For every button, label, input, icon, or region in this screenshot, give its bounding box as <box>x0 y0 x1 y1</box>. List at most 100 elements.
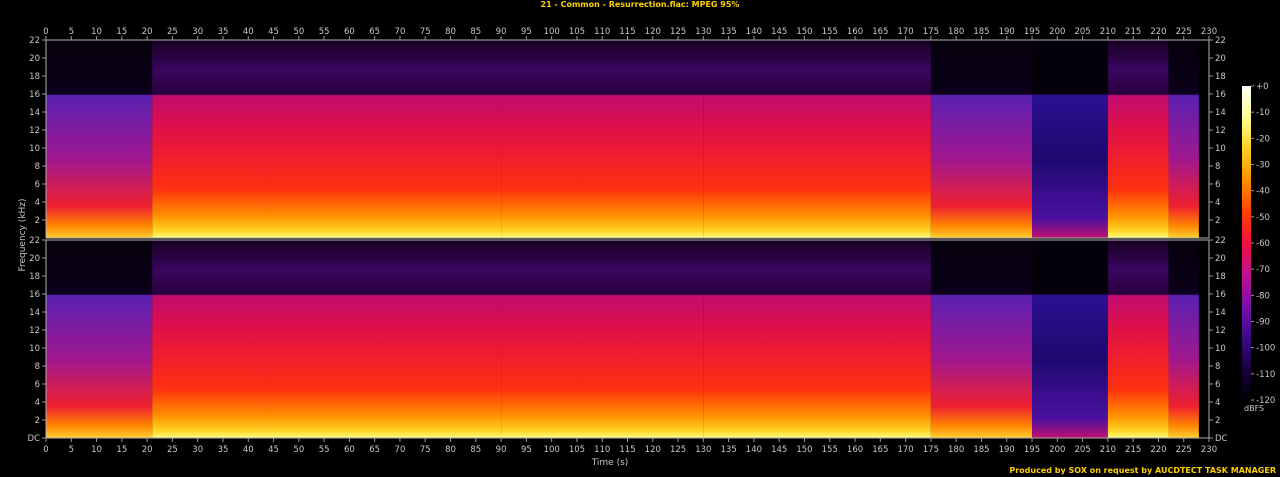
x-tick-label: 0 <box>43 27 48 37</box>
x-tick-label: 15 <box>116 27 127 37</box>
x-tick-label: 115 <box>619 27 635 37</box>
x-tick-label: 30 <box>192 27 203 37</box>
top-channel-segment-8 <box>1107 40 1169 238</box>
x-tick-label: 170 <box>897 27 913 37</box>
x-tick-label: 20 <box>142 27 153 37</box>
top-channel-segment-7 <box>1032 40 1108 238</box>
y-tick-label: 18 <box>1215 272 1226 282</box>
x-tick-label: 20 <box>142 445 153 455</box>
x-tick-label: 115 <box>619 445 635 455</box>
x-tick-label: 75 <box>420 27 431 37</box>
x-tick-label: 10 <box>91 27 102 37</box>
x-tick-label: 70 <box>395 27 406 37</box>
y-tick-label: 12 <box>1215 126 1226 136</box>
x-tick-label: 95 <box>521 445 532 455</box>
y-tick-label: 8 <box>1215 362 1220 372</box>
x-tick-label: 105 <box>569 445 585 455</box>
x-tick-label: 230 <box>1201 445 1217 455</box>
x-tick-label: 215 <box>1125 27 1141 37</box>
y-tick-label: 14 <box>29 108 40 118</box>
x-tick-label: 225 <box>1176 445 1192 455</box>
x-tick-label: 170 <box>897 445 913 455</box>
x-tick-label: 210 <box>1100 27 1116 37</box>
x-axis-label: Time (s) <box>591 458 629 468</box>
y-tick-label: 8 <box>1215 162 1220 172</box>
y-tick-label: 4 <box>35 198 40 208</box>
x-tick-label: 200 <box>1049 445 1065 455</box>
y-tick-label: 8 <box>35 162 40 172</box>
colorbar-tick-label: -30 <box>1256 161 1270 171</box>
y-tick-label: 16 <box>29 290 40 300</box>
y-tick-label: 14 <box>1215 108 1226 118</box>
y-tick-label: 4 <box>1215 198 1220 208</box>
top-channel-segment-9 <box>1168 40 1199 238</box>
x-tick-label: 40 <box>243 27 254 37</box>
y-tick-label: 6 <box>35 380 40 390</box>
top-channel-segment-1 <box>152 40 269 238</box>
x-tick-label: 5 <box>69 27 74 37</box>
x-tick-label: 45 <box>268 445 279 455</box>
x-tick-label: 150 <box>796 445 812 455</box>
x-tick-label: 65 <box>369 445 380 455</box>
y-tick-label: 22 <box>1215 36 1226 46</box>
x-tick-label: 135 <box>721 27 737 37</box>
x-tick-label: 55 <box>319 27 330 37</box>
x-tick-label: 140 <box>746 27 762 37</box>
colorbar-unit-label: dBFS <box>1244 404 1265 413</box>
y-tick-label: 18 <box>29 72 40 82</box>
x-tick-label: 70 <box>395 445 406 455</box>
top-channel-segment-2 <box>268 40 502 238</box>
x-tick-label: 80 <box>445 27 456 37</box>
x-tick-label: 110 <box>594 445 610 455</box>
x-tick-label: 155 <box>822 27 838 37</box>
y-tick-label: 20 <box>1215 254 1226 264</box>
x-tick-label: 210 <box>1100 445 1116 455</box>
x-tick-label: 10 <box>91 445 102 455</box>
x-tick-label: 35 <box>218 445 229 455</box>
x-tick-label: 150 <box>796 27 812 37</box>
x-tick-label: 145 <box>771 445 787 455</box>
bottom-channel-segment-8 <box>1107 240 1169 438</box>
y-tick-label: 6 <box>35 180 40 190</box>
colorbar-tick-label: -50 <box>1256 213 1270 223</box>
y-tick-label: 4 <box>1215 398 1220 408</box>
x-tick-label: 155 <box>822 445 838 455</box>
x-tick-label: 5 <box>69 445 74 455</box>
colorbar-tick-label: -20 <box>1256 134 1270 144</box>
x-tick-label: 205 <box>1074 27 1090 37</box>
colorbar-tick-label: -60 <box>1256 239 1270 249</box>
x-tick-label: 120 <box>645 445 661 455</box>
x-tick-label: 0 <box>43 445 48 455</box>
y-tick-label: 22 <box>29 36 40 46</box>
x-tick-label: 120 <box>645 27 661 37</box>
y-tick-label: 22 <box>29 236 40 246</box>
x-tick-label: 125 <box>670 27 686 37</box>
x-tick-label: 205 <box>1074 445 1090 455</box>
x-tick-label: 180 <box>948 27 964 37</box>
y-tick-label: 6 <box>1215 180 1220 190</box>
colorbar-tick-label: -90 <box>1256 318 1270 328</box>
y-tick-label: 12 <box>1215 326 1226 336</box>
y-tick-label: 20 <box>29 254 40 264</box>
x-tick-label: 45 <box>268 27 279 37</box>
x-tick-label: 40 <box>243 445 254 455</box>
y-tick-label: 10 <box>29 144 40 154</box>
x-tick-label: 215 <box>1125 445 1141 455</box>
y-tick-label: 18 <box>1215 72 1226 82</box>
x-tick-label: 85 <box>470 445 481 455</box>
y-tick-label: 12 <box>29 326 40 336</box>
x-tick-label: 145 <box>771 27 787 37</box>
top-channel-segment-3 <box>501 40 582 238</box>
x-tick-label: 105 <box>569 27 585 37</box>
bottom-channel-segment-0 <box>46 240 153 438</box>
x-tick-label: 55 <box>319 445 330 455</box>
colorbar-tick-label: -70 <box>1256 265 1270 275</box>
y-tick-label: 10 <box>29 344 40 354</box>
x-tick-label: 180 <box>948 445 964 455</box>
bottom-channel-segment-4 <box>581 240 704 438</box>
x-tick-label: 75 <box>420 445 431 455</box>
x-tick-label: 100 <box>544 27 560 37</box>
y-tick-label: 12 <box>29 126 40 136</box>
channel-plots <box>46 40 1209 438</box>
x-tick-label: 130 <box>695 445 711 455</box>
